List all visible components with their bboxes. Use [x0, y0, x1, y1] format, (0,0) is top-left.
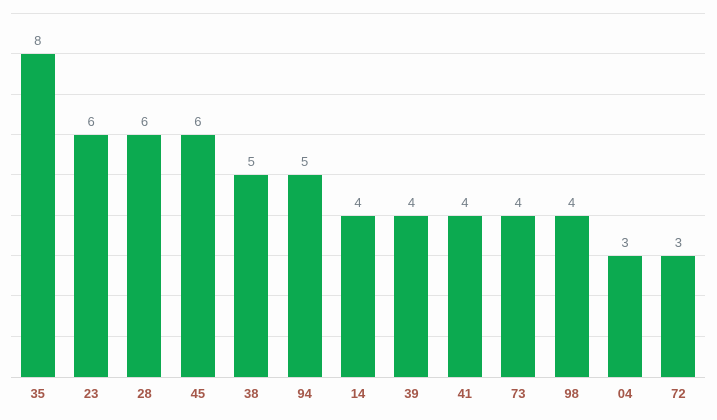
- bar-value-label: 6: [140, 114, 149, 129]
- plot-area: 8 6 6 6 5 5 4 4 4 4 4 3 3: [11, 13, 705, 378]
- x-tick-label-35: 35: [30, 386, 45, 401]
- bar-slot-38: 5: [225, 14, 278, 377]
- bars-container: 8 6 6 6 5 5 4 4 4 4 4 3 3: [11, 14, 705, 377]
- x-tick-label-04: 04: [617, 386, 633, 401]
- bar-94[interactable]: [287, 175, 322, 377]
- bar-slot-73: 4: [492, 14, 545, 377]
- bar-value-label: 3: [621, 235, 629, 250]
- bar-45[interactable]: [180, 135, 215, 377]
- bar-slot-04: 3: [598, 14, 651, 377]
- gridline-y-5: [11, 174, 705, 176]
- bar-39[interactable]: [394, 215, 429, 377]
- bar-slot-14: 4: [331, 14, 384, 377]
- bar-value-label: 4: [567, 194, 576, 210]
- bar-slot-94: 5: [278, 14, 331, 377]
- bar-slot-28: 6: [118, 14, 171, 377]
- bar-value-label: 6: [194, 114, 202, 129]
- bar-41[interactable]: [447, 215, 482, 377]
- x-tick-label-14: 14: [350, 386, 366, 401]
- bar-14[interactable]: [341, 215, 376, 377]
- bar-28[interactable]: [127, 135, 162, 377]
- bar-slot-35: 8: [11, 14, 64, 377]
- bar-73[interactable]: [501, 215, 536, 377]
- x-tick-label-94: 94: [297, 386, 312, 401]
- gridline-y-4: [11, 214, 705, 216]
- gridline-y-6: [11, 134, 705, 135]
- x-axis-labels: 35 23 28 45 38 94 14 39 41 73 98 04 72: [11, 386, 705, 401]
- bar-slot-45: 6: [171, 14, 224, 377]
- bar-value-label: 5: [247, 154, 255, 170]
- gridline-y-8: [11, 53, 705, 55]
- bar-value-label: 4: [461, 194, 469, 210]
- x-tick-label-45: 45: [190, 386, 206, 401]
- bar-72[interactable]: [661, 256, 696, 377]
- bar-value-label: 8: [34, 33, 42, 49]
- bar-23[interactable]: [74, 135, 109, 377]
- x-tick-label-38: 38: [244, 386, 259, 401]
- x-tick-label-23: 23: [83, 386, 99, 401]
- bar-35[interactable]: [20, 54, 55, 377]
- x-tick-label-41: 41: [457, 386, 473, 401]
- bar-slot-98: 4: [545, 14, 598, 377]
- bar-slot-23: 6: [64, 14, 117, 377]
- bar-slot-72: 3: [652, 14, 705, 377]
- bar-slot-41: 4: [438, 14, 491, 377]
- bar-value-label: 6: [87, 114, 95, 129]
- x-tick-label-39: 39: [404, 386, 419, 401]
- bar-value-label: 4: [354, 194, 362, 210]
- bar-value-label: 4: [514, 194, 522, 210]
- bar-98[interactable]: [554, 215, 589, 377]
- x-tick-label-73: 73: [510, 386, 526, 401]
- x-tick-label-28: 28: [137, 386, 152, 401]
- bar-value-label: 5: [301, 154, 309, 170]
- bar-value-label: 3: [674, 235, 682, 250]
- x-tick-label-98: 98: [564, 386, 579, 401]
- gridline-y-9: [11, 13, 705, 14]
- bar-slot-39: 4: [385, 14, 438, 377]
- bar-04[interactable]: [607, 256, 642, 377]
- x-tick-label-72: 72: [671, 386, 686, 401]
- bar-38[interactable]: [234, 175, 269, 377]
- gridline-y-7: [11, 93, 705, 95]
- bar-value-label: 4: [407, 194, 416, 210]
